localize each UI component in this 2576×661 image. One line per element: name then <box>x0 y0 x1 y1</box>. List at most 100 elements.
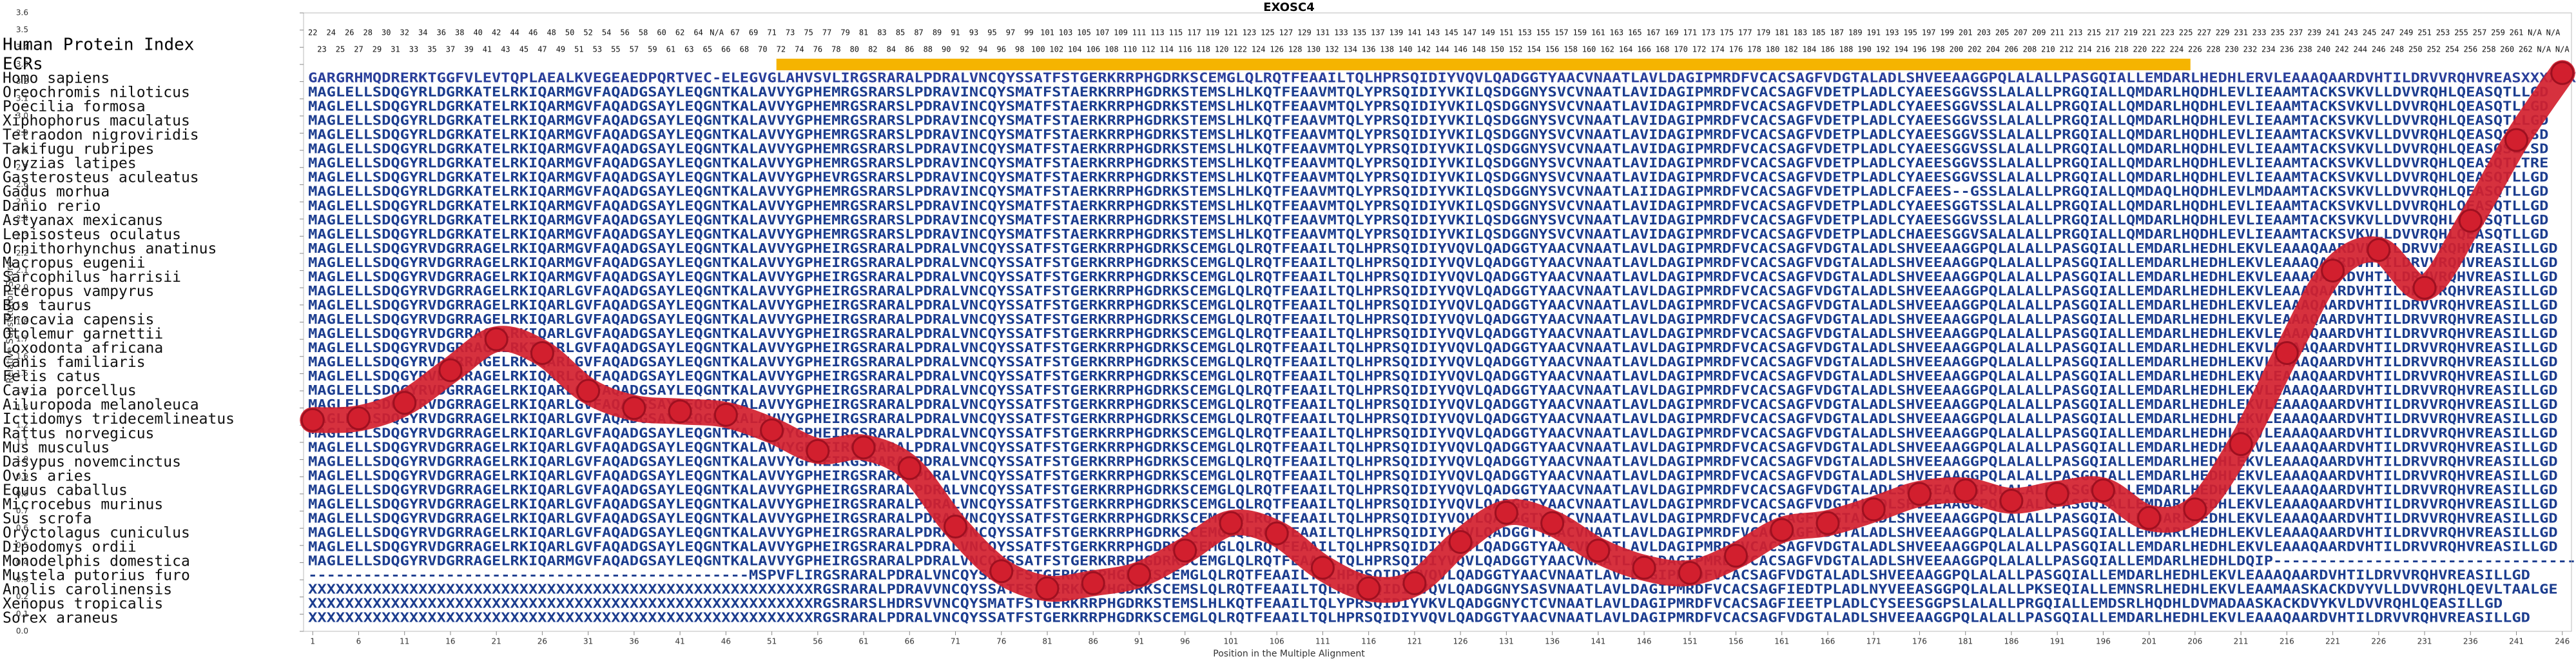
sequence: XXXXXXXXXXXXXXXXXXXXXXXXXXXXXXXXXXXXXXXX… <box>308 610 2530 626</box>
index-number: 200 <box>1950 45 1964 54</box>
index-number: 74 <box>795 45 804 54</box>
score-point <box>392 391 417 415</box>
index-number: N/A <box>2537 45 2551 54</box>
species-name: Microcebus murinus <box>3 496 163 513</box>
index-number: 27 <box>354 45 363 54</box>
index-number: 66 <box>721 45 730 54</box>
x-tick-label: 186 <box>2004 637 2019 646</box>
index-number: 225 <box>2179 28 2193 37</box>
x-tick-label: 201 <box>2142 637 2156 646</box>
index-number: 45 <box>519 45 528 54</box>
y-tick-label: 2.7 <box>16 163 28 172</box>
alignment: 2223242526272829303132333435363738394041… <box>3 28 2576 627</box>
species-name: Ailuropoda melanoleuca <box>3 397 199 413</box>
index-number: 97 <box>1006 28 1015 37</box>
species-name: Gasterosteus aculeatus <box>3 170 199 186</box>
score-point <box>806 439 830 463</box>
species-name: Oryzias latipes <box>3 155 137 172</box>
index-number: 82 <box>868 45 877 54</box>
index-number: 251 <box>2417 28 2432 37</box>
x-tick-label: 1 <box>310 637 315 646</box>
index-number: 182 <box>1784 45 1798 54</box>
y-tick-label: 2.0 <box>16 283 28 292</box>
species-name: Bos taurus <box>3 297 92 314</box>
index-number: 105 <box>1077 28 1091 37</box>
species-name: Tetraodon nigroviridis <box>3 127 199 144</box>
score-point <box>1999 489 2024 513</box>
index-number: 164 <box>1619 45 1633 54</box>
index-number: 39 <box>464 45 473 54</box>
score-point <box>2412 275 2437 300</box>
index-number: 59 <box>648 45 657 54</box>
score-point <box>1264 521 1289 546</box>
index-number: 244 <box>2353 45 2367 54</box>
score-point <box>2229 432 2253 457</box>
index-number: 117 <box>1187 28 1201 37</box>
index-number: 86 <box>905 45 914 54</box>
index-number: 103 <box>1059 28 1073 37</box>
ecr-label: ECRs <box>3 55 43 74</box>
y-tick-label: 0.2 <box>16 592 28 601</box>
index-number: 247 <box>2381 28 2395 37</box>
sequence: MAGLELLSDQGYRVDGRRAGELRKIQARLGVFAQADGSAY… <box>308 326 2558 341</box>
index-label: Human Protein Index <box>3 35 194 55</box>
index-number: 48 <box>547 28 556 37</box>
x-tick-label: 21 <box>492 637 501 646</box>
sequence: MAGLELLSDQGYRLDGRKATELRKIQARMGVFAQADGSAY… <box>308 99 2548 114</box>
x-tick-label: 121 <box>1407 637 1422 646</box>
index-number: 139 <box>1390 28 1404 37</box>
x-tick-label: 96 <box>1180 637 1190 646</box>
index-number: 78 <box>831 45 840 54</box>
index-number: 104 <box>1068 45 1082 54</box>
index-number: 71 <box>767 28 776 37</box>
index-number: 83 <box>877 28 886 37</box>
index-number: 44 <box>510 28 519 37</box>
index-number: 196 <box>1913 45 1927 54</box>
index-number: 246 <box>2372 45 2386 54</box>
index-number: 77 <box>822 28 831 37</box>
y-tick-label: 1.8 <box>16 317 28 326</box>
x-tick-label: 31 <box>583 637 593 646</box>
index-number: 125 <box>1261 28 1275 37</box>
x-tick-label: 171 <box>1866 637 1881 646</box>
index-number: 100 <box>1031 45 1045 54</box>
index-number: 54 <box>602 28 611 37</box>
x-tick-label: 46 <box>721 637 731 646</box>
y-tick-label: 3.4 <box>16 43 28 52</box>
index-number: 106 <box>1086 45 1100 54</box>
sequence: MAGLELLSDQGYRVDGRRAGELRKIQARLGVFAQADGSAY… <box>308 425 2558 440</box>
sequence: MAGLELLSDQGYRVDGRRAGELRKIQARLGVFAQADGSAY… <box>308 453 2558 469</box>
species-name: Homo sapiens <box>3 70 110 87</box>
x-tick-label: 181 <box>1958 637 1973 646</box>
species-name: Loxodonta africana <box>3 340 163 357</box>
x-tick-label: 221 <box>2325 637 2340 646</box>
index-number: 173 <box>1701 28 1716 37</box>
index-number: 189 <box>1848 28 1863 37</box>
index-number: 131 <box>1316 28 1330 37</box>
species-name: Rattus norvegicus <box>3 425 154 442</box>
y-tick-label: 3.1 <box>16 94 28 103</box>
index-number: 162 <box>1600 45 1614 54</box>
y-tick-label: 2.3 <box>16 232 28 241</box>
y-tick-label: 2.4 <box>16 214 28 223</box>
index-number: 226 <box>2188 45 2202 54</box>
index-number: 137 <box>1371 28 1385 37</box>
index-number: 46 <box>528 28 537 37</box>
score-point <box>1586 538 1611 563</box>
index-number: 167 <box>1646 28 1660 37</box>
index-number: 193 <box>1885 28 1899 37</box>
index-number: 194 <box>1894 45 1908 54</box>
index-number: 163 <box>1609 28 1623 37</box>
index-number: 159 <box>1573 28 1587 37</box>
species-name: Astyanax mexicanus <box>3 212 163 229</box>
index-number: 216 <box>2097 45 2111 54</box>
y-tick-label: 3.2 <box>16 77 28 86</box>
index-number: 64 <box>693 28 702 37</box>
index-number: 124 <box>1252 45 1266 54</box>
index-number: 175 <box>1719 28 1734 37</box>
sequence: MAGLELLSDQGYRLDGRKATELRKIQARMGVFAQADGSAY… <box>308 198 2548 213</box>
x-tick-label: 61 <box>858 637 868 646</box>
index-number: 110 <box>1123 45 1137 54</box>
index-number: 166 <box>1637 45 1651 54</box>
score-point <box>1173 538 1197 563</box>
